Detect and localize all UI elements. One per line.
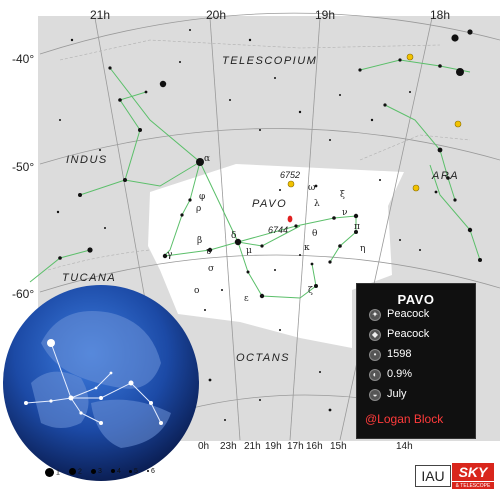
star-label-theta: θ — [312, 229, 318, 239]
star-label-omega: ω — [308, 183, 316, 193]
hour-tick-23h: 23h — [220, 441, 237, 452]
dec-label-40: -40° — [12, 52, 35, 66]
credit-text: @Logan Block — [365, 412, 444, 426]
info-title: PAVO — [397, 292, 435, 307]
constellation-label-tucana: TUCANA — [62, 272, 117, 284]
legend-mag-3: 3 — [91, 468, 102, 475]
constellation-info-panel: PAVO ✦ Peacock ◆ Peacock • 1598 ◐ 0.9% ◒… — [356, 283, 476, 439]
star-label-lambda: λ — [314, 199, 320, 209]
star-clusters — [287, 53, 462, 192]
peacock-figure — [31, 311, 171, 448]
hour-tick-15h: 15h — [330, 441, 347, 452]
hour-tick-17h: 17h — [287, 441, 304, 452]
star-label-xi: ξ — [340, 190, 345, 200]
legend-mag-2: 2 — [69, 468, 82, 475]
dec-label-60: -60° — [12, 287, 35, 301]
info-row-month: ◒ July — [365, 388, 473, 404]
star-label-upsilon: υ — [206, 247, 212, 257]
constellation-globe — [3, 285, 199, 481]
month-icon: ◒ — [369, 389, 381, 401]
hour-tick-16h: 16h — [306, 441, 323, 452]
info-row-area: ◐ 0.9% — [365, 368, 473, 384]
area-icon: ◐ — [369, 369, 381, 381]
star-label-zeta: ζ — [308, 286, 313, 296]
star-label-mu: μ — [246, 246, 252, 256]
object-label-6752: 6752 — [280, 170, 301, 180]
dec-label-50: -50° — [12, 160, 35, 174]
ra-grid — [94, 17, 433, 441]
info-row-meaning: ◆ Peacock — [365, 328, 473, 344]
constellation-label-octans: OCTANS — [236, 352, 291, 364]
hour-tick-19h: 19h — [265, 441, 282, 452]
star-label-omicron: ο — [194, 286, 200, 296]
iau-logo: IAU — [415, 465, 451, 487]
constellation-boundaries — [47, 39, 471, 271]
star-label-nu: ν — [342, 208, 348, 218]
star-label-beta: β — [197, 236, 203, 246]
globe-stars — [24, 339, 163, 425]
info-row-year: • 1598 — [365, 348, 473, 364]
star-label-rho: ρ — [196, 204, 202, 214]
star-label-pi: π — [354, 222, 360, 232]
constellation-icon: ✦ — [369, 309, 381, 321]
constellation-label-indus: INDUS — [66, 154, 108, 166]
star-label-alpha: α — [204, 154, 211, 164]
stars — [56, 29, 482, 421]
constellation-label-ara: ARA — [432, 170, 460, 182]
constellation-label-telescopium: TELESCOPIUM — [222, 55, 318, 67]
hour-tick-0h: 0h — [198, 441, 210, 452]
object-label-6744: 6744 — [268, 225, 289, 235]
pavo-region — [148, 164, 404, 348]
hour-tick-21h: 21h — [244, 441, 261, 452]
star-label-delta: δ — [231, 231, 237, 241]
ra-label-18h: 18h — [430, 8, 451, 22]
name-icon: ◆ — [369, 329, 381, 341]
galaxy-6744-marker — [287, 215, 293, 223]
star-label-kappa: κ — [304, 243, 310, 253]
legend-mag-1: 1 — [45, 468, 60, 477]
ra-label-19h: 19h — [315, 8, 336, 22]
star-label-gamma: γ — [167, 250, 173, 260]
info-row-constellation: ✦ Peacock — [365, 308, 473, 324]
hour-tick-14h: 14h — [396, 441, 413, 452]
star-label-eta: η — [360, 244, 366, 254]
star-label-sigma: σ — [208, 264, 215, 274]
magnitude-legend: 1 2 3 4 5 6 — [45, 468, 195, 484]
legend-mag-6: 6 — [147, 468, 155, 475]
sky-telescope-logo: SKY & TELESCOPE — [452, 463, 494, 489]
legend-mag-4: 4 — [111, 468, 121, 475]
year-icon: • — [369, 349, 381, 361]
star-label-epsilon: ε — [244, 294, 249, 304]
ra-label-20h: 20h — [206, 8, 227, 22]
legend-mag-5: 5 — [129, 468, 138, 475]
constellation-label-pavo: PAVO — [252, 198, 288, 210]
ra-label-21h: 21h — [90, 8, 111, 22]
star-label-phi: φ — [199, 192, 206, 202]
